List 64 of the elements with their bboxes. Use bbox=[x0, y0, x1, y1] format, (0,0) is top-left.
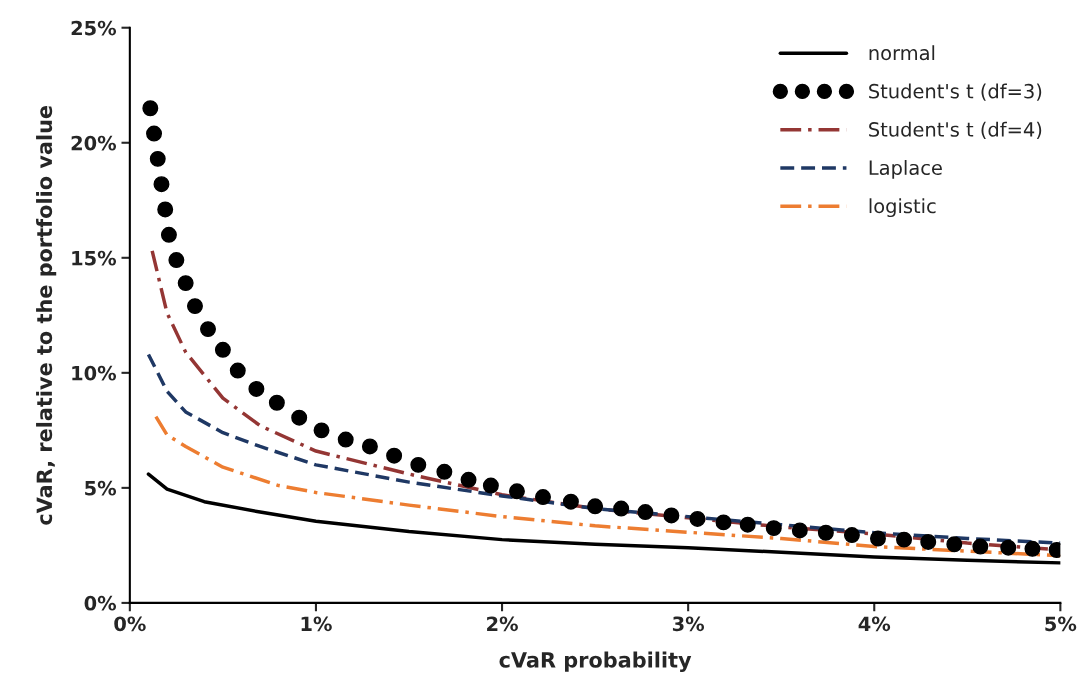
y-axis-title: cVaR, relative to the portfolio value bbox=[36, 105, 57, 525]
x-tick-label: 5% bbox=[1045, 616, 1077, 632]
point bbox=[972, 538, 989, 555]
x-tick-label: 2% bbox=[487, 616, 518, 632]
point bbox=[843, 527, 860, 544]
point bbox=[200, 321, 216, 338]
point bbox=[268, 394, 285, 411]
y-tick-label: 25% bbox=[71, 20, 117, 36]
point bbox=[157, 201, 174, 218]
y-tick-label: 5% bbox=[85, 480, 117, 496]
x-axis-title: cVaR probability bbox=[499, 651, 692, 672]
legend-label: Student's t (df=4) bbox=[869, 121, 1042, 140]
x-tick-label: 3% bbox=[672, 616, 705, 632]
y-tick-label: 20% bbox=[71, 135, 117, 151]
legend-label: normal bbox=[869, 45, 935, 61]
x-tick-label: 1% bbox=[301, 616, 332, 632]
point bbox=[765, 520, 782, 537]
point bbox=[739, 516, 756, 533]
point bbox=[291, 409, 308, 426]
point bbox=[177, 275, 194, 292]
legend-label: Student's t (df=3) bbox=[869, 83, 1042, 101]
point bbox=[920, 533, 937, 550]
y-tick-label: 10% bbox=[72, 365, 117, 381]
point bbox=[791, 522, 808, 539]
point bbox=[946, 536, 963, 553]
point bbox=[337, 431, 354, 448]
point bbox=[410, 456, 427, 473]
point bbox=[508, 483, 525, 500]
x-tick-label: 0% bbox=[114, 616, 146, 632]
point bbox=[637, 504, 654, 521]
x-tick-label: 4% bbox=[858, 616, 891, 632]
point bbox=[436, 463, 453, 480]
point bbox=[715, 514, 732, 531]
point bbox=[168, 252, 185, 269]
line-series bbox=[146, 472, 1061, 565]
point bbox=[186, 298, 203, 315]
point bbox=[313, 422, 330, 439]
point bbox=[689, 510, 706, 527]
legend-label: logistic bbox=[869, 198, 936, 218]
point bbox=[214, 341, 231, 358]
y-tick-label: 15% bbox=[72, 250, 117, 266]
point bbox=[817, 524, 834, 541]
point bbox=[160, 226, 177, 243]
point bbox=[869, 530, 886, 547]
point bbox=[146, 125, 163, 142]
point bbox=[482, 477, 499, 494]
point bbox=[149, 150, 166, 167]
point bbox=[535, 489, 551, 506]
point bbox=[460, 471, 477, 488]
legend-label: Laplace bbox=[869, 160, 942, 179]
point bbox=[1024, 540, 1041, 557]
point bbox=[663, 507, 680, 524]
point bbox=[153, 176, 170, 193]
point bbox=[587, 498, 604, 515]
point bbox=[229, 362, 246, 379]
point bbox=[361, 438, 378, 455]
point bbox=[562, 493, 579, 510]
point bbox=[248, 380, 265, 397]
point bbox=[1000, 539, 1017, 556]
point bbox=[896, 531, 913, 548]
point bbox=[613, 500, 630, 517]
y-tick-label: 0% bbox=[84, 595, 117, 611]
point bbox=[142, 100, 159, 117]
point bbox=[386, 447, 403, 464]
